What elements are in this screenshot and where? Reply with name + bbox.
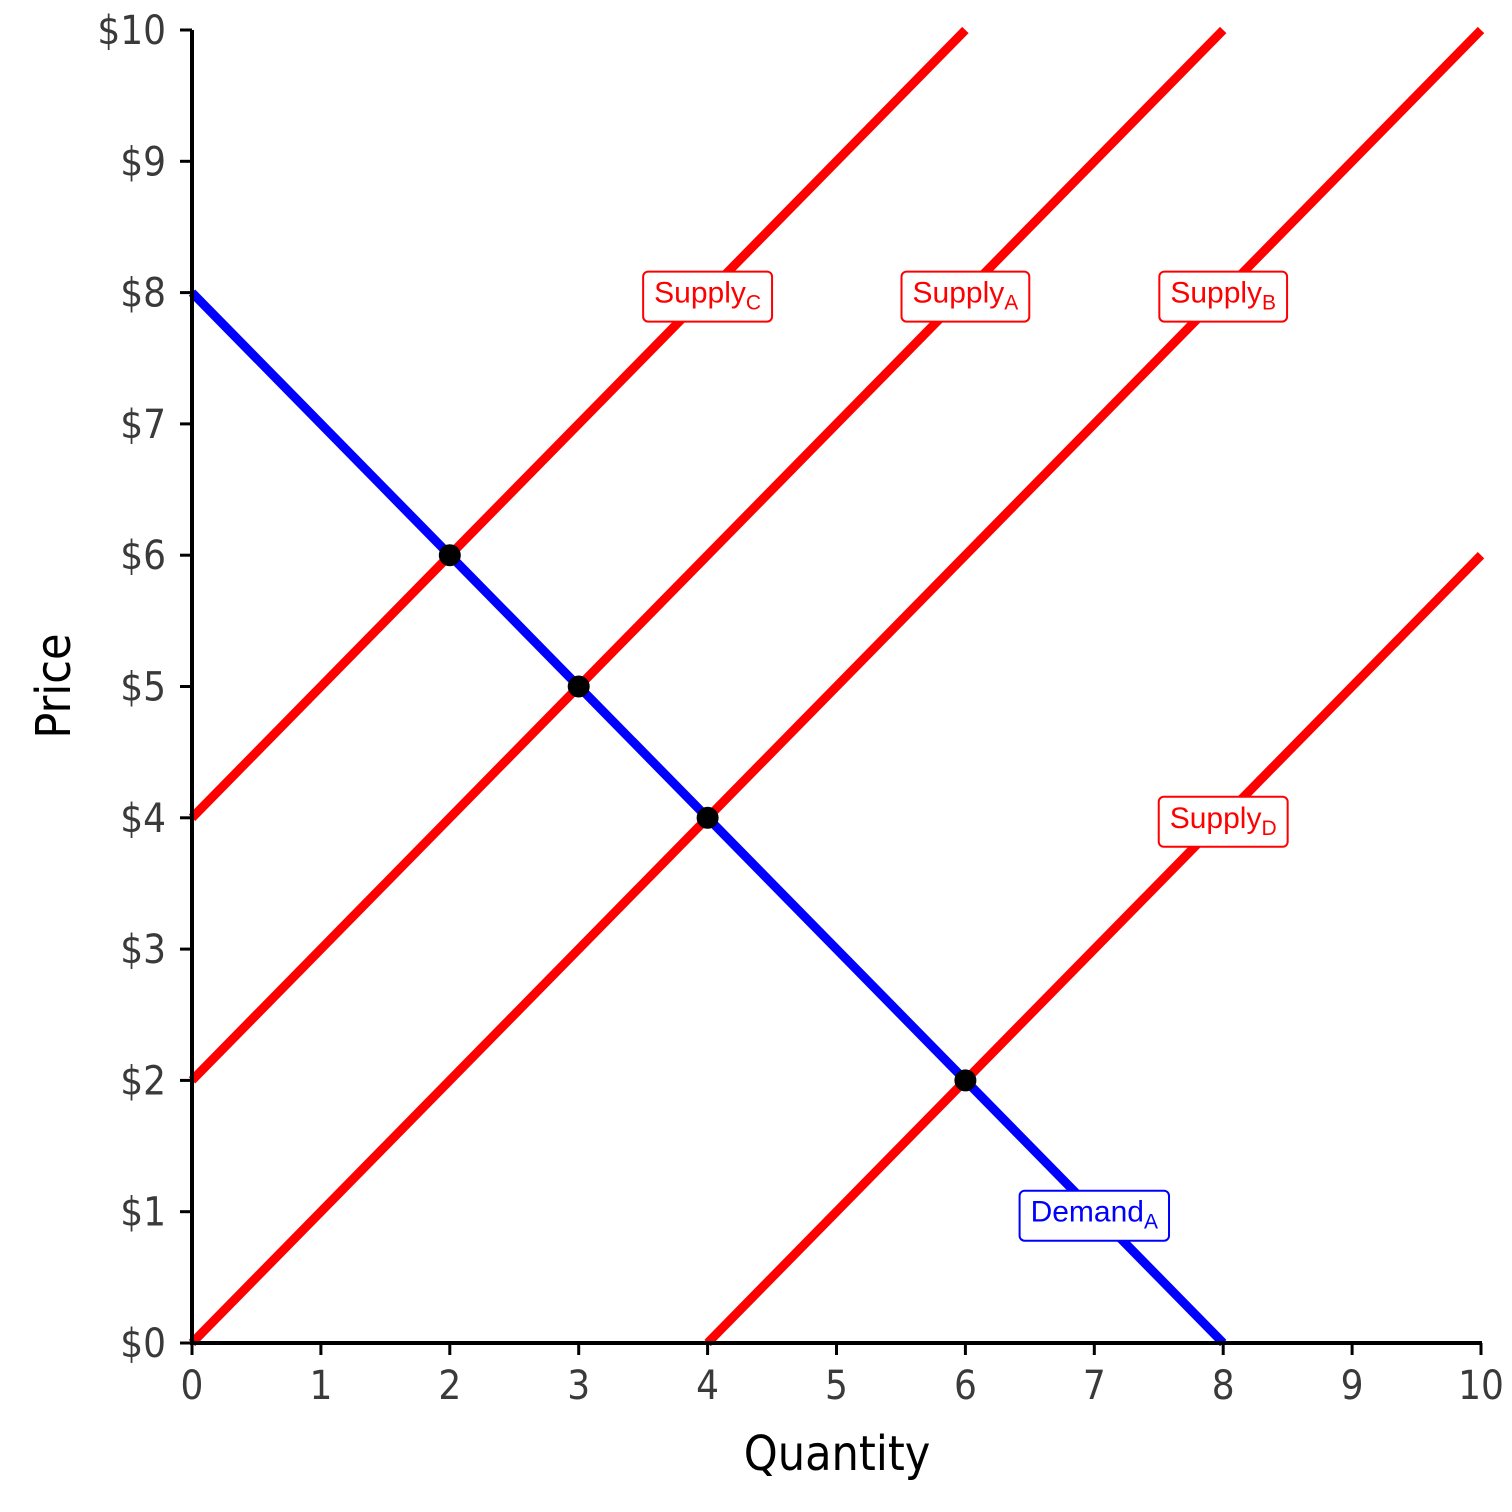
y-tick-label: $8: [120, 271, 166, 317]
y-tick-label: $3: [120, 927, 166, 973]
y-tick-label: $1: [120, 1190, 166, 1236]
x-tick-label: 6: [954, 1363, 977, 1409]
curve-label-name: Supply: [913, 277, 1005, 310]
curve-label-name: Supply: [1170, 802, 1262, 835]
curve-supply-c: [188, 26, 969, 821]
x-tick-label: 5: [825, 1363, 848, 1409]
y-tick-label: $7: [120, 402, 166, 448]
y-tick-label: $6: [120, 533, 166, 579]
curve-label-name: Supply: [1170, 277, 1262, 310]
curve-label-subscript: C: [746, 292, 761, 315]
label-box: [900, 270, 1031, 323]
x-tick-label: 1: [309, 1363, 332, 1409]
label-box: [1018, 1189, 1171, 1242]
curve-label: SupplyC: [654, 277, 761, 315]
ticks-layer: 0 1 2 3 4 5 6 7 8 9 10 $0 $1 $2 $3 $4 $5 $6 $7 $8 $9 $10: [97, 8, 1504, 1409]
equilibrium-points-layer: [438, 544, 977, 1092]
curve-label-subscript: A: [1144, 1211, 1158, 1234]
label-supply-d: SupplyD: [1157, 795, 1289, 848]
x-tick-label: 7: [1083, 1363, 1106, 1409]
curve-label-name: Demand: [1031, 1196, 1144, 1229]
x-tick-label: 10: [1458, 1363, 1504, 1409]
x-tick-label: 8: [1212, 1363, 1235, 1409]
curve-label-subscript: B: [1262, 292, 1276, 315]
y-tick-label: $10: [97, 8, 166, 54]
y-tick-label: $9: [120, 139, 166, 185]
label-supply-a: SupplyA: [900, 270, 1031, 323]
x-tick-label: 4: [696, 1363, 719, 1409]
label-box: [1158, 270, 1289, 323]
label-supply-c: SupplyC: [642, 270, 774, 323]
label-demand-a: DemandA: [1018, 1189, 1171, 1242]
y-tick-label: $2: [120, 1058, 166, 1104]
equilibrium-point: [438, 544, 461, 567]
x-tick-label: 0: [181, 1363, 204, 1409]
curve-label: DemandA: [1031, 1196, 1158, 1234]
curve-label: SupplyB: [1170, 277, 1276, 315]
y-tick-label: $4: [120, 796, 166, 842]
label-box: [642, 270, 774, 323]
curve-label-subscript: D: [1261, 817, 1276, 840]
label-box: [1157, 795, 1289, 848]
curve-supply-a: [188, 26, 1227, 1084]
curve-label: SupplyA: [913, 277, 1019, 315]
curve-label-name: Supply: [654, 277, 746, 310]
equilibrium-point: [954, 1069, 977, 1092]
curve-supply-d: [704, 552, 1485, 1347]
y-tick-label: $5: [120, 665, 166, 711]
label-supply-b: SupplyB: [1158, 270, 1289, 323]
curve-supply-b: [188, 26, 1485, 1347]
curves-layer: [188, 26, 1485, 1347]
equilibrium-point: [567, 675, 590, 698]
y-tick-label: $0: [120, 1321, 166, 1367]
y-axis-title: Price: [26, 633, 82, 738]
x-tick-label: 2: [438, 1363, 461, 1409]
curve-label-subscript: A: [1004, 292, 1018, 315]
curve-label: SupplyD: [1170, 802, 1277, 840]
x-tick-label: 3: [567, 1363, 590, 1409]
equilibrium-point: [696, 806, 719, 829]
x-axis-title: Quantity: [744, 1426, 931, 1482]
x-tick-label: 9: [1341, 1363, 1364, 1409]
